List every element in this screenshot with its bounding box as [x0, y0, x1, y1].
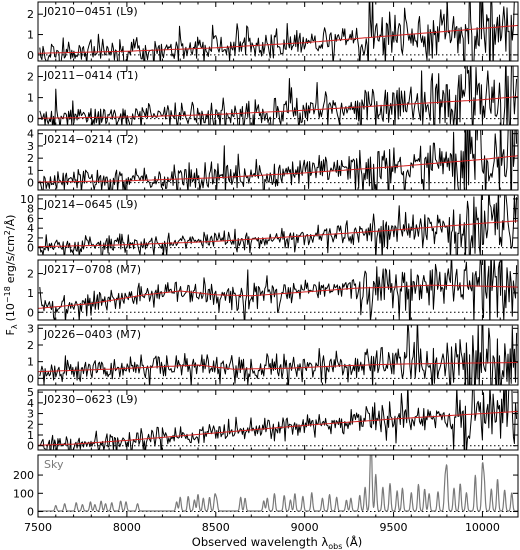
panel-frame — [37, 129, 519, 191]
panel-frame — [37, 389, 519, 451]
panel-6-plot-area — [38, 325, 518, 385]
panel-5: 0 1 2 J0217−0708 (M7) — [27, 259, 519, 321]
y-tick-label: 2 — [27, 268, 34, 281]
y-tick-label: 4 — [27, 222, 34, 235]
y-tick-label: 0 — [27, 306, 34, 319]
x-axis-label-subscript: obs — [328, 542, 342, 550]
y-axis-label: Fλ (10−18 erg/s/cm2/Å) — [3, 215, 19, 336]
panel-frame — [37, 194, 519, 256]
x-tick-label: 7500 — [24, 521, 52, 534]
panel-label: J0217−0708 (M7) — [43, 263, 141, 276]
y-tick-label: 2 — [27, 339, 34, 352]
panel-label: J0214−0645 (L9) — [43, 198, 138, 211]
panel-1: 0 1 2 J0210−0451 (L9) — [27, 1, 519, 62]
y-axis-label-unit-open: (10 — [4, 303, 17, 321]
panel-label: J0226−0403 (M7) — [43, 328, 141, 341]
y-tick-label: 0 — [27, 242, 34, 255]
panel-frame — [37, 259, 519, 321]
panel-label: Sky — [44, 458, 64, 471]
y-tick-label: 1 — [27, 356, 34, 369]
y-tick-label: 1 — [27, 287, 34, 300]
panel-label: J0210−0451 (L9) — [43, 5, 138, 18]
model-fit-line — [38, 96, 518, 119]
model-fit-line — [38, 362, 518, 373]
x-tick-label: 8500 — [202, 521, 230, 534]
y-tick-label: 4 — [27, 128, 34, 141]
y-axis-label-square: 2 — [3, 230, 12, 235]
y-tick-label: 0 — [27, 177, 34, 190]
y-axis-label-subscript: λ — [10, 324, 19, 329]
spectrum-line — [39, 260, 518, 320]
y-tick-label: 2 — [27, 152, 34, 165]
panel-2-plot-area — [38, 66, 518, 125]
y-tick-label: 0 — [27, 113, 34, 126]
y-axis-label-end: /Å) — [4, 215, 17, 231]
y-tick-label: 3 — [27, 408, 34, 421]
panel-frame — [37, 454, 519, 518]
panels-group: 012 J0210−0451 (L9)012 J0211−0414 (T1)0123… — [13, 1, 519, 519]
y-tick-label: 10 — [20, 193, 34, 206]
spectrum-line — [39, 195, 518, 255]
y-tick-label: 2 — [27, 418, 34, 431]
y-tick-label: 3 — [27, 140, 34, 153]
y-tick-label: 8 — [27, 203, 34, 216]
panel-8-plot-area — [38, 455, 518, 513]
x-axis-label: Observed wavelength λobs (Å) — [192, 534, 362, 550]
y-tick-label: 200 — [13, 469, 34, 482]
y-tick-label: 4 — [27, 397, 34, 410]
y-tick-label: 1 — [27, 29, 34, 42]
x-tick-label: 9500 — [380, 521, 408, 534]
y-axis-label-f: F — [4, 329, 17, 335]
spectrum-line — [39, 325, 518, 385]
x-tick-labels: 7500 8000 8500 9000 9500 10000 — [24, 521, 500, 534]
y-tick-label: 0 — [27, 49, 34, 62]
x-tick-label: 10000 — [465, 521, 500, 534]
y-tick-label: 2 — [27, 8, 34, 21]
panel-3-plot-area — [38, 130, 518, 190]
panel-frame — [37, 1, 519, 62]
panel-8: 0 100 200 Sky — [13, 454, 519, 519]
y-tick-label: 1 — [27, 92, 34, 105]
x-axis-label-text: Observed wavelength λ — [192, 535, 329, 549]
sky-spectrum-line — [38, 455, 518, 512]
spectrum-line — [39, 2, 515, 61]
y-tick-label: 2 — [27, 232, 34, 245]
y-tick-label: 3 — [27, 322, 34, 335]
x-tick-label: 9000 — [291, 521, 319, 534]
panel-frame — [37, 65, 519, 126]
model-fit-line — [38, 284, 518, 309]
y-tick-label: 1 — [27, 164, 34, 177]
y-axis-label-exponent: −18 — [3, 286, 12, 303]
panel-6: 0 1 2 3 J0226−0403 (M7) — [27, 322, 519, 386]
panel-label: J0230−0623 (L9) — [43, 393, 138, 406]
y-tick-label: 0 — [27, 372, 34, 385]
x-axis-label-unit: (Å) — [345, 534, 362, 549]
panel-2: 0 1 2 J0211−0414 (T1) — [27, 65, 519, 126]
y-tick-label: 100 — [13, 487, 34, 500]
panel-frame — [37, 324, 519, 386]
model-fit-line — [38, 220, 518, 248]
model-fit-line — [38, 24, 518, 54]
panel-1-plot-area — [38, 2, 518, 61]
panel-7-plot-area — [38, 390, 518, 450]
spectrum-line — [39, 66, 518, 125]
y-tick-label: 5 — [27, 386, 34, 399]
x-tick-label: 8000 — [113, 521, 141, 534]
y-axis-label-units: erg/s/cm — [4, 235, 17, 283]
panel-5-plot-area — [38, 260, 518, 320]
panel-label: J0211−0414 (T1) — [43, 69, 138, 82]
model-fit-line — [38, 155, 518, 183]
model-fit-line — [38, 410, 518, 446]
y-tick-label: 6 — [27, 212, 34, 225]
y-tick-label: 0 — [27, 506, 34, 519]
panel-label: J0214−0214 (T2) — [43, 133, 138, 146]
y-tick-label: 2 — [27, 71, 34, 84]
y-tick-label: 1 — [27, 429, 34, 442]
panel-4-plot-area — [38, 195, 518, 255]
y-tick-label: 0 — [27, 440, 34, 453]
